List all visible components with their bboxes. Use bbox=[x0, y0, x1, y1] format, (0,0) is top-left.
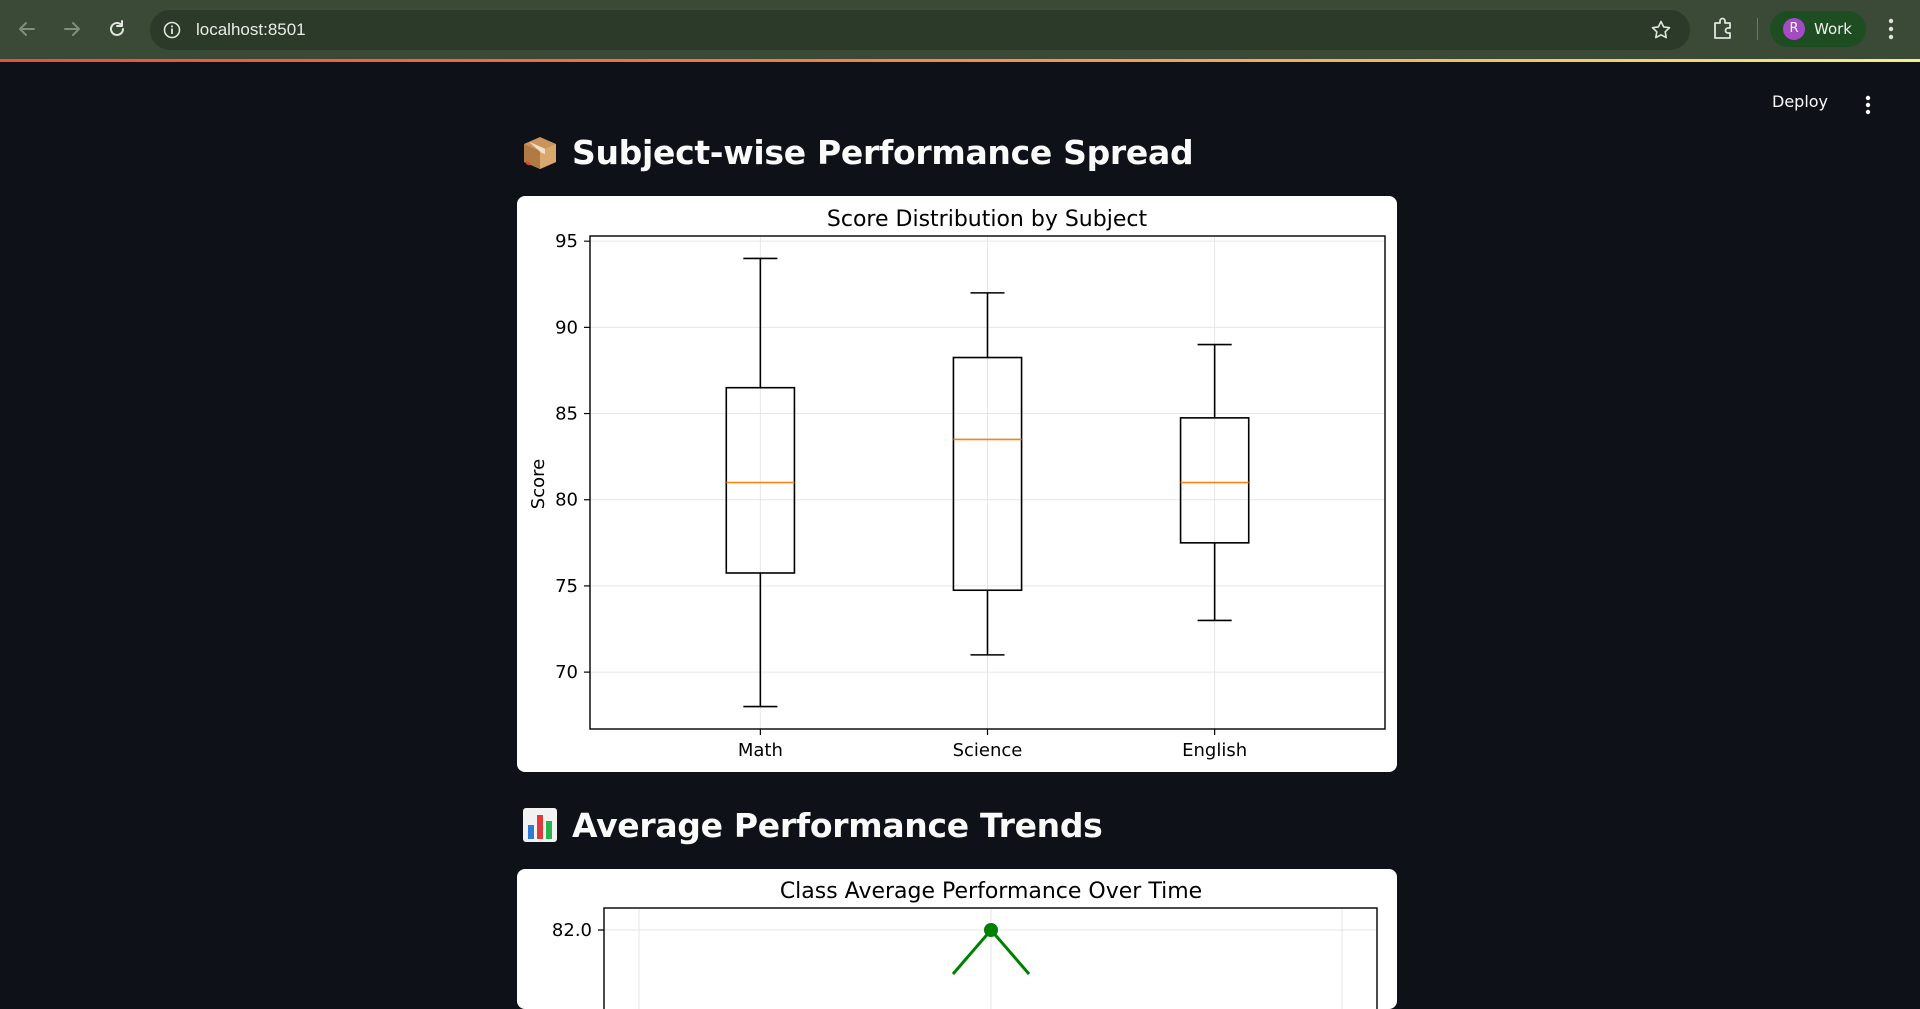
toolbar-divider bbox=[1757, 18, 1758, 40]
y-axis-label: Score bbox=[528, 459, 549, 509]
line-chart-card: Class Average Performance Over Time 82.0 bbox=[517, 869, 1397, 1009]
section-title-trends: Average Performance Trends bbox=[520, 805, 1103, 845]
boxplot-card: Score Distribution by Subject Score 70 75… bbox=[517, 196, 1397, 772]
reload-button[interactable] bbox=[102, 14, 132, 44]
arrow-right-icon bbox=[64, 22, 80, 36]
deploy-button[interactable]: Deploy bbox=[1772, 92, 1829, 111]
browser-toolbar: localhost:8501 R Work bbox=[0, 0, 1920, 59]
bar-chart-icon bbox=[523, 808, 557, 842]
y-tick-label: 85 bbox=[555, 404, 578, 425]
y-tick-label: 95 bbox=[555, 231, 578, 252]
browser-menu-icon[interactable] bbox=[1886, 17, 1896, 45]
y-tick-label: 70 bbox=[555, 662, 578, 683]
y-tick-label: 90 bbox=[555, 317, 578, 338]
url-text[interactable]: localhost:8501 bbox=[196, 20, 306, 39]
loading-accent-bar bbox=[0, 59, 1920, 62]
main-menu-icon[interactable] bbox=[1863, 94, 1873, 122]
x-tick-label: English bbox=[1182, 740, 1247, 761]
bookmark-star-icon[interactable] bbox=[1650, 19, 1672, 45]
forward-button[interactable] bbox=[57, 14, 87, 44]
extensions-puzzle-icon[interactable] bbox=[1710, 15, 1736, 45]
x-tick-label: Math bbox=[738, 740, 783, 761]
y-tick-label: 80 bbox=[555, 490, 578, 511]
site-info-icon[interactable] bbox=[162, 20, 182, 44]
boxplot-chart: Score Distribution by Subject Score 70 75… bbox=[528, 207, 1386, 761]
profile-name: Work bbox=[1814, 20, 1852, 38]
box bbox=[952, 356, 1023, 592]
data-point bbox=[984, 923, 998, 937]
profile-button[interactable]: R Work bbox=[1770, 11, 1866, 47]
chart-title: Class Average Performance Over Time bbox=[780, 879, 1202, 904]
reload-icon bbox=[110, 20, 124, 36]
address-bar[interactable]: localhost:8501 bbox=[150, 10, 1690, 50]
box bbox=[725, 386, 796, 574]
back-button[interactable] bbox=[12, 14, 42, 44]
box bbox=[1179, 417, 1250, 544]
plot-frame bbox=[589, 235, 1386, 730]
package-icon bbox=[524, 137, 556, 169]
section-title-text: Subject-wise Performance Spread bbox=[572, 132, 1194, 172]
section-title-text: Average Performance Trends bbox=[572, 805, 1103, 845]
y-tick-label: 75 bbox=[555, 576, 578, 597]
avatar: R bbox=[1783, 18, 1805, 40]
line-chart: Class Average Performance Over Time 82.0 bbox=[552, 879, 1378, 1009]
x-tick-label: Science bbox=[953, 740, 1023, 761]
y-tick-label: 82.0 bbox=[552, 920, 592, 941]
chart-title: Score Distribution by Subject bbox=[827, 207, 1148, 232]
section-title-spread: Subject-wise Performance Spread bbox=[520, 132, 1194, 172]
arrow-left-icon bbox=[19, 22, 35, 36]
